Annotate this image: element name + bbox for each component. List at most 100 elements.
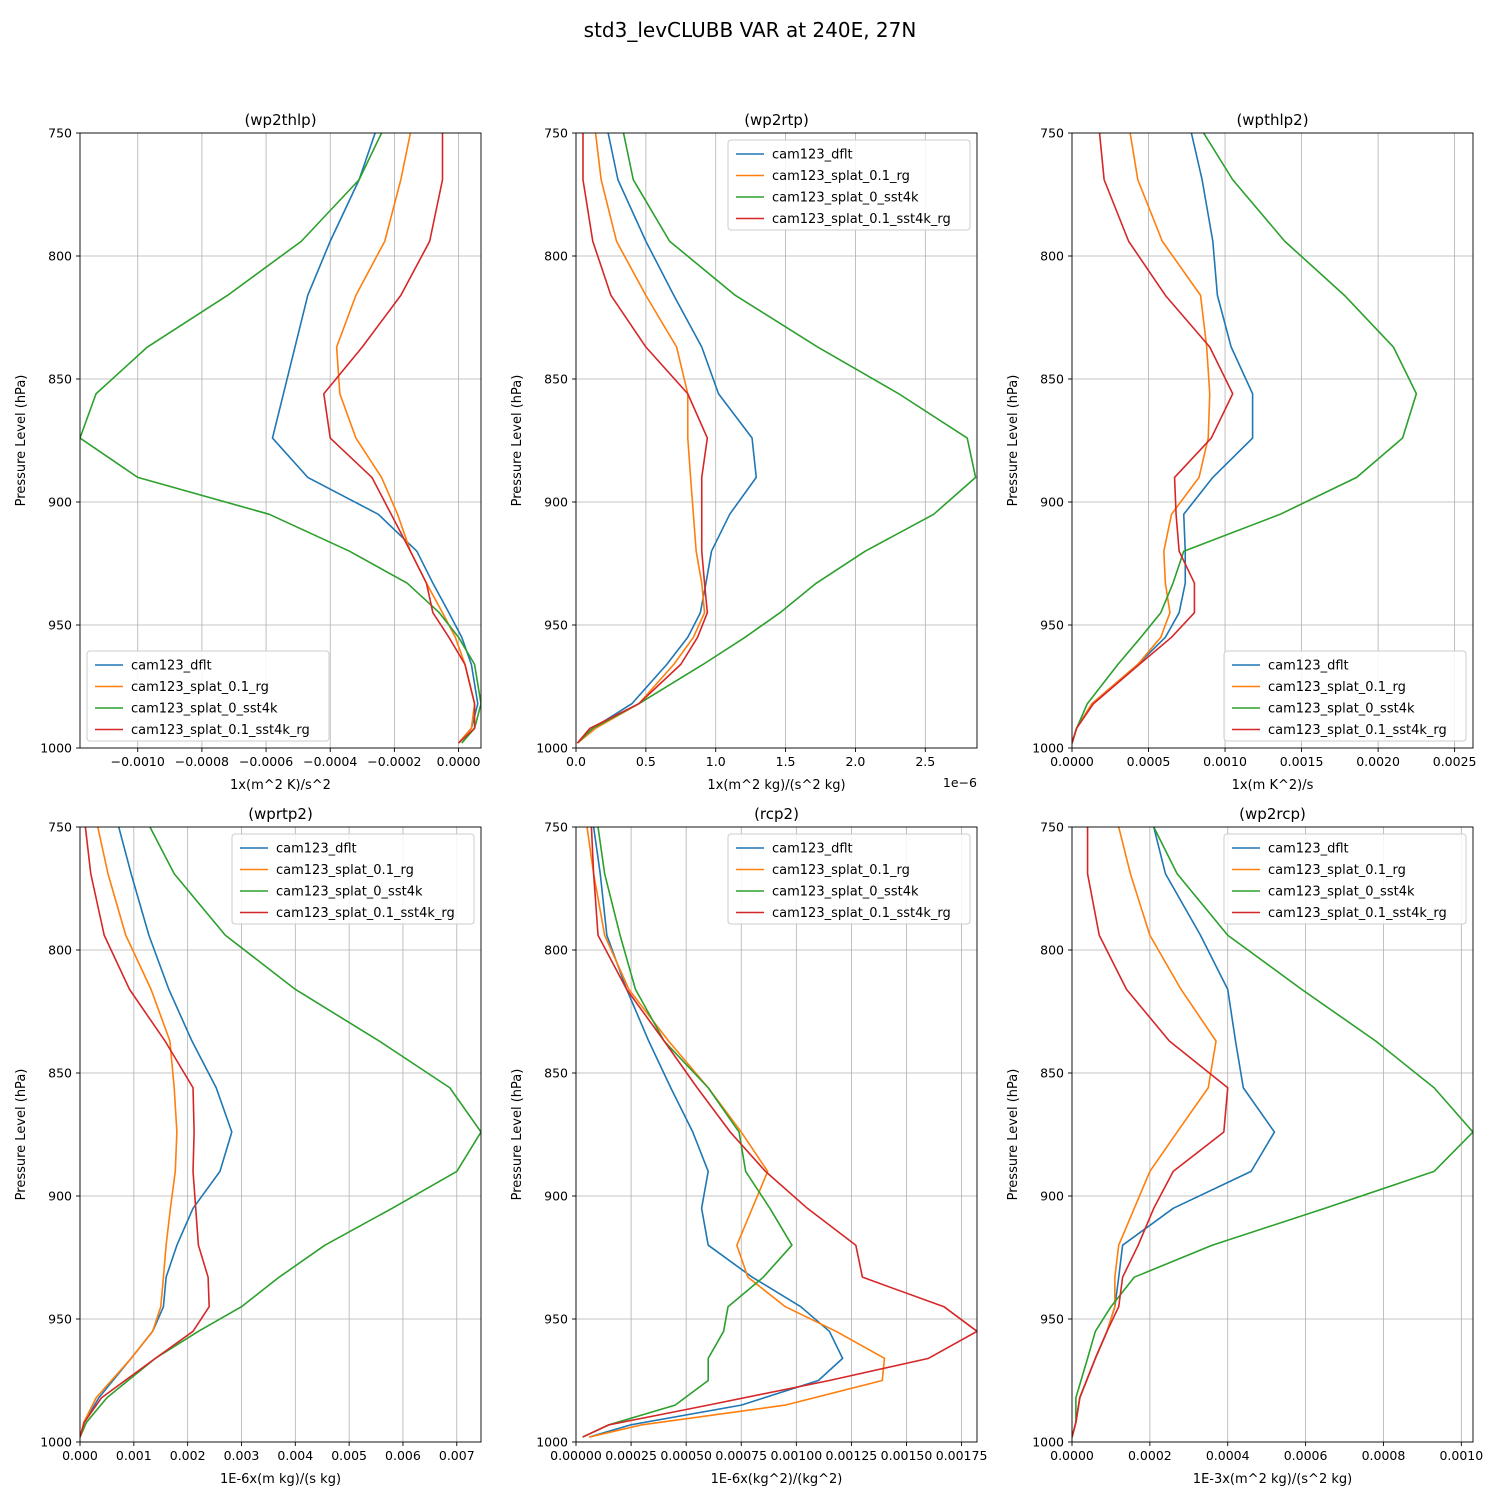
x-tick-label: 0.0000: [1050, 1448, 1094, 1463]
x-tick-label: 0.0004: [1206, 1448, 1250, 1463]
legend-entry: cam123_dflt: [1268, 842, 1349, 857]
y-tick-label: 850: [544, 1066, 568, 1081]
subplot-title: (wp2thlp): [244, 111, 316, 129]
x-offset-label: 1e−6: [943, 775, 977, 790]
y-axis-label: Pressure Level (hPa): [510, 375, 525, 507]
y-tick-label: 950: [544, 618, 568, 633]
series-line-cam123_splat_0.1_rg: [586, 827, 886, 1438]
legend-entry: cam123_splat_0.1_rg: [1268, 680, 1406, 695]
y-tick-label: 800: [544, 943, 568, 958]
series-group: [80, 827, 481, 1438]
y-tick-label: 900: [48, 495, 72, 510]
y-tick-label: 900: [544, 1189, 568, 1204]
series-line-cam123_splat_0.1_rg: [576, 133, 706, 744]
x-tick-label: 0.00100: [770, 1448, 822, 1463]
x-tick-label: 0.0: [566, 754, 586, 769]
figure-title: std3_levCLUBB VAR at 240E, 27N: [584, 18, 917, 42]
legend-box: [727, 833, 971, 925]
x-tick-label: 0.007: [439, 1448, 475, 1463]
y-tick-label: 900: [544, 495, 568, 510]
series-line-cam123_splat_0_sst4k: [576, 133, 977, 744]
x-tick-label: 0.5: [636, 754, 656, 769]
legend-entry: cam123_splat_0.1_rg: [772, 863, 910, 878]
axes-frame: [1071, 132, 1474, 749]
y-tick-label: 850: [1040, 372, 1064, 387]
series-line-cam123_splat_0_sst4k: [1072, 827, 1473, 1438]
axes-frame: [575, 826, 978, 1443]
x-tick-label: 0.006: [385, 1448, 421, 1463]
legend-entry: cam123_dflt: [772, 148, 853, 163]
x-axis-label: 1x(m K^2)/s: [1232, 778, 1314, 793]
legend: cam123_dflt cam123_splat_0.1_rg cam123_spl…: [1223, 650, 1467, 742]
x-tick-label: 0.00175: [936, 1448, 988, 1463]
y-axis-label: Pressure Level (hPa): [14, 375, 29, 507]
series-group: [80, 133, 481, 744]
y-tick-label: 850: [1040, 1066, 1064, 1081]
x-tick-label: 0.001: [116, 1448, 152, 1463]
y-tick-label: 900: [1040, 495, 1064, 510]
x-tick-label: 0.0010: [1203, 754, 1247, 769]
y-axis-label: Pressure Level (hPa): [14, 1069, 29, 1201]
y-tick-label: 750: [544, 820, 568, 835]
series-line-cam123_splat_0.1_rg: [80, 827, 178, 1438]
legend-entry: cam123_splat_0.1_sst4k_rg: [131, 723, 310, 738]
legend-entry: cam123_splat_0.1_sst4k_rg: [276, 906, 455, 921]
subplot-6: 0.0000 0.0002 0.0004 0.0006 0.0008 0.0010 750 8…: [1006, 805, 1483, 1487]
legend-entry: cam123_dflt: [131, 659, 212, 674]
series-line-cam123_splat_0.1_rg: [1072, 133, 1211, 744]
legend-entry: cam123_splat_0_sst4k: [276, 885, 423, 900]
legend-entry: cam123_splat_0.1_rg: [772, 169, 910, 184]
subplot-title: (wprtp2): [248, 805, 313, 823]
subplot-1: −0.0010 −0.0008 −0.0006 −0.0004 −0.0002 0.000…: [14, 111, 482, 793]
x-tick-label: 0.004: [277, 1448, 313, 1463]
legend: cam123_dflt cam123_splat_0.1_rg cam123_spl…: [86, 650, 330, 742]
x-tick-label: 0.0015: [1280, 754, 1324, 769]
legend: cam123_dflt cam123_splat_0.1_rg cam123_spl…: [727, 139, 971, 231]
legend-entry: cam123_splat_0.1_rg: [1268, 863, 1406, 878]
series-group: [1072, 827, 1473, 1438]
subplot-title: (wp2rtp): [744, 111, 809, 129]
x-tick-label: 1.5: [776, 754, 796, 769]
axes-frame: [79, 826, 482, 1443]
x-tick-label: 0.00150: [881, 1448, 933, 1463]
legend-entry: cam123_splat_0.1_sst4k_rg: [1268, 723, 1447, 738]
legend-entry: cam123_dflt: [1268, 659, 1349, 674]
x-tick-label: 0.002: [170, 1448, 206, 1463]
series-line-cam123_splat_0_sst4k: [80, 133, 481, 744]
legend-entry: cam123_splat_0.1_sst4k_rg: [772, 906, 951, 921]
legend-box: [727, 139, 971, 231]
series-line-cam123_splat_0.1_sst4k_rg: [1072, 827, 1229, 1438]
series-line-cam123_splat_0.1_sst4k_rg: [576, 133, 709, 744]
x-tick-label: 0.0010: [1439, 1448, 1483, 1463]
legend-entry: cam123_dflt: [276, 842, 357, 857]
y-tick-label: 750: [48, 820, 72, 835]
y-tick-label: 850: [48, 372, 72, 387]
subplot-2: 0.0 0.5 1.0 1.5 2.0 2.5 750 800 850 900 950 1000 1e−…: [510, 111, 978, 793]
y-tick-label: 800: [544, 249, 568, 264]
x-axis-label: 1E-3x(m^2 kg)/(s^2 kg): [1193, 1472, 1352, 1487]
y-tick-label: 950: [48, 1312, 72, 1327]
series-line-cam123_splat_0_sst4k: [1072, 133, 1418, 744]
legend-entry: cam123_splat_0_sst4k: [131, 702, 278, 717]
x-tick-label: 0.0002: [1128, 1448, 1172, 1463]
legend-entry: cam123_splat_0.1_sst4k_rg: [772, 212, 951, 227]
x-tick-label: 0.0000: [1050, 754, 1094, 769]
legend: cam123_dflt cam123_splat_0.1_rg cam123_spl…: [727, 833, 971, 925]
y-tick-label: 950: [48, 618, 72, 633]
axes-frame: [1071, 826, 1474, 1443]
y-tick-label: 900: [48, 1189, 72, 1204]
y-tick-label: 750: [1040, 126, 1064, 141]
legend: cam123_dflt cam123_splat_0.1_rg cam123_spl…: [1223, 833, 1467, 925]
series-line-cam123_splat_0_sst4k: [582, 827, 793, 1438]
x-tick-label: −0.0008: [175, 754, 229, 769]
legend-box: [1223, 833, 1467, 925]
series-group: [576, 133, 977, 744]
x-tick-label: 1.0: [706, 754, 726, 769]
y-axis-label: Pressure Level (hPa): [1006, 375, 1021, 507]
x-tick-label: 0.00000: [550, 1448, 602, 1463]
x-tick-label: 0.0005: [1127, 754, 1171, 769]
x-tick-label: 0.0025: [1433, 754, 1477, 769]
y-axis-label: Pressure Level (hPa): [510, 1069, 525, 1201]
x-tick-label: 0.005: [331, 1448, 367, 1463]
x-tick-label: 0.000: [62, 1448, 98, 1463]
